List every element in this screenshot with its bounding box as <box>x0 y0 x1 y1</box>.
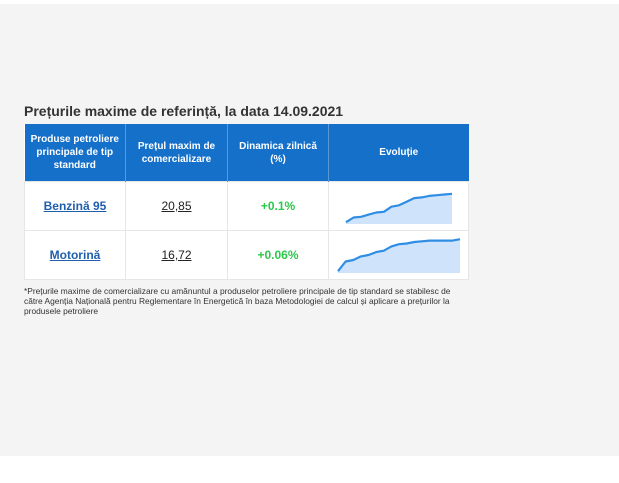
sparkline-line <box>336 238 460 272</box>
fuel-prices-widget: Prețurile maxime de referință, la data 1… <box>24 103 469 316</box>
sparkline-area <box>337 239 460 273</box>
table-row: Motorină 16,72 +0.06% <box>24 230 469 280</box>
daily-change-value: +0.1% <box>260 199 296 213</box>
column-header-trend: Evoluție <box>328 124 469 182</box>
column-header-change: Dinamica zilnică (%) <box>227 124 329 182</box>
widget-title: Prețurile maxime de referință, la data 1… <box>24 103 344 119</box>
product-cell: Benzină 95 <box>24 181 126 231</box>
product-link-motorina[interactable]: Motorină <box>49 248 101 262</box>
product-link-benzina-95[interactable]: Benzină 95 <box>43 199 107 213</box>
daily-change-value: +0.06% <box>257 248 299 262</box>
table-row: Benzină 95 20,85 +0.1% <box>24 181 469 231</box>
sparkline-benzina-95 <box>344 192 452 224</box>
price-cell: 20,85 <box>125 181 228 231</box>
table-header-row: Produse petroliere principale de tip sta… <box>24 124 469 182</box>
change-cell: +0.1% <box>227 181 329 231</box>
footnote: *Prețurile maxime de comercializare cu a… <box>24 286 451 316</box>
price-cell: 16,72 <box>125 230 228 280</box>
fuel-prices-table: Produse petroliere principale de tip sta… <box>24 124 469 280</box>
bottom-strip <box>0 456 619 483</box>
price-value[interactable]: 20,85 <box>161 199 192 213</box>
sparkline-motorina <box>336 238 460 273</box>
sparkline-area <box>345 193 452 224</box>
column-header-product: Produse petroliere principale de tip sta… <box>24 124 126 182</box>
sparkline-line <box>344 192 452 224</box>
trend-cell <box>328 230 469 280</box>
trend-cell <box>328 181 469 231</box>
price-value[interactable]: 16,72 <box>161 248 192 262</box>
product-cell: Motorină <box>24 230 126 280</box>
change-cell: +0.06% <box>227 230 329 280</box>
column-header-price: Prețul maxim de comercializare <box>125 124 228 182</box>
